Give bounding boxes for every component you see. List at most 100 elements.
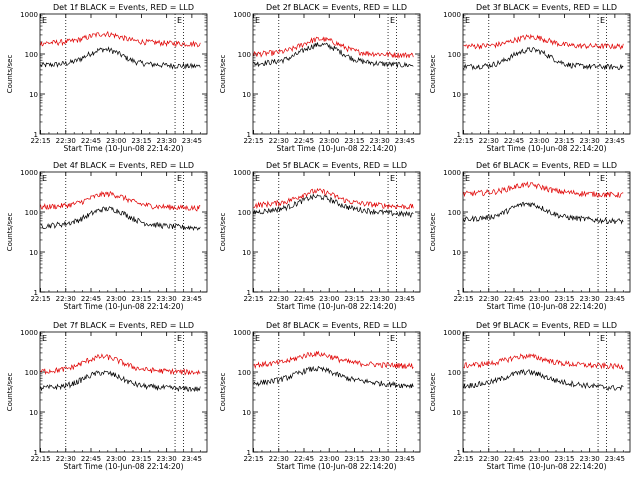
x-tick-label: 22:30 [56,295,76,303]
x-tick-label: 22:15 [243,455,263,463]
x-tick-label: 22:15 [453,295,473,303]
series-events-line [463,201,624,225]
y-axis-label: Counts/sec [6,213,14,252]
x-tick-label: 23:15 [554,137,574,145]
x-tick-label: 22:45 [81,295,101,303]
y-tick-label: 1000 [233,169,251,177]
x-tick-label: 23:45 [605,137,625,145]
x-tick-label: 23:00 [529,295,549,303]
series-events-line [253,365,414,389]
panel-title: Det 2f BLACK = Events, RED = LLD [266,3,407,12]
y-tick-label: 100 [238,369,251,377]
panel-det-5: Det 5f BLACK = Events, RED = LLD 1 10 100 10… [219,161,421,311]
x-tick-label: 23:15 [131,295,151,303]
series-events-line [40,206,201,231]
x-tick-label: 23:45 [182,455,202,463]
series-events-line [463,368,624,392]
y-tick-label: 100 [25,51,38,59]
x-tick-label: 23:30 [370,295,390,303]
panel-title: Det 7f BLACK = Events, RED = LLD [53,321,194,330]
series-lld-line [253,350,414,370]
y-tick-label: 1000 [443,329,461,337]
x-tick-label: 22:15 [30,455,50,463]
y-tick-label: 10 [452,91,461,99]
x-tick-label: 22:30 [269,295,289,303]
x-tick-label: 23:45 [395,295,415,303]
series-lld-line [463,33,624,51]
y-tick-label: 1 [457,449,461,457]
panel-title: Det 5f BLACK = Events, RED = LLD [266,161,407,170]
series-lld-line [253,36,414,59]
y-tick-label: 1 [247,131,251,139]
y-tick-label: 1 [247,289,251,297]
plot-frame [252,171,421,293]
y-tick-label: 1 [34,131,38,139]
y-tick-label: 10 [242,249,251,257]
corner-label-right: E [390,334,395,343]
y-tick-label: 100 [448,51,461,59]
y-tick-label: 1000 [233,329,251,337]
x-tick-label: 23:00 [319,295,339,303]
corner-label-left: E [465,174,470,183]
x-axis-label: Start Time (10-Jun-08 22:14:20) [277,462,397,471]
panel-det-1: Det 1f BLACK = Events, RED = LLD 1 10 100 10… [6,3,208,153]
panel-title: Det 4f BLACK = Events, RED = LLD [53,161,194,170]
x-tick-label: 23:15 [131,137,151,145]
corner-label-left: E [465,16,470,25]
x-tick-label: 23:30 [580,295,600,303]
corner-label-left: E [465,334,470,343]
plot-frame [39,13,208,135]
x-tick-label: 22:45 [81,455,101,463]
series-lld-line [463,353,624,371]
y-tick-label: 100 [25,369,38,377]
y-axis-label: Counts/sec [219,373,227,412]
y-tick-label: 10 [452,249,461,257]
x-tick-label: 23:30 [157,295,177,303]
panel-det-9: Det 9f BLACK = Events, RED = LLD 1 10 100 10… [429,321,631,471]
x-tick-label: 22:15 [30,137,50,145]
panel-det-4: Det 4f BLACK = Events, RED = LLD 1 10 100 10… [6,161,208,311]
x-tick-label: 22:45 [81,137,101,145]
y-tick-label: 10 [29,91,38,99]
series-lld-line [253,187,414,210]
x-tick-label: 23:15 [554,295,574,303]
series-lld-line [40,190,201,212]
series-lld-line [40,353,201,376]
corner-label-left: E [42,334,47,343]
y-axis-label: Counts/sec [219,213,227,252]
corner-label-left: E [255,16,260,25]
y-tick-label: 10 [242,409,251,417]
x-tick-label: 23:45 [395,137,415,145]
corner-label-right: E [177,334,182,343]
x-tick-label: 23:45 [605,295,625,303]
x-tick-label: 22:45 [294,295,314,303]
y-axis-label: Counts/sec [6,55,14,94]
x-tick-label: 23:30 [580,455,600,463]
y-tick-label: 10 [452,409,461,417]
corner-label-right: E [177,16,182,25]
x-tick-label: 23:00 [106,295,126,303]
x-tick-label: 22:30 [479,137,499,145]
panel-det-3: Det 3f BLACK = Events, RED = LLD 1 10 100 10… [429,3,631,153]
y-tick-label: 100 [25,209,38,217]
x-tick-label: 22:45 [504,455,524,463]
x-tick-label: 23:00 [106,137,126,145]
plot-frame [39,331,208,453]
panel-title: Det 3f BLACK = Events, RED = LLD [476,3,617,12]
x-tick-label: 23:45 [182,295,202,303]
y-tick-label: 1000 [20,329,38,337]
y-tick-label: 1 [34,289,38,297]
x-tick-label: 23:15 [554,455,574,463]
y-tick-label: 100 [448,369,461,377]
x-tick-label: 22:45 [294,137,314,145]
corner-label-right: E [600,334,605,343]
x-axis-label: Start Time (10-Jun-08 22:14:20) [64,462,184,471]
y-tick-label: 1 [457,289,461,297]
x-tick-label: 23:15 [344,455,364,463]
x-tick-label: 23:45 [605,455,625,463]
x-tick-label: 23:15 [344,295,364,303]
x-axis-label: Start Time (10-Jun-08 22:14:20) [487,144,607,153]
plot-frame [252,331,421,453]
x-tick-label: 22:30 [56,137,76,145]
